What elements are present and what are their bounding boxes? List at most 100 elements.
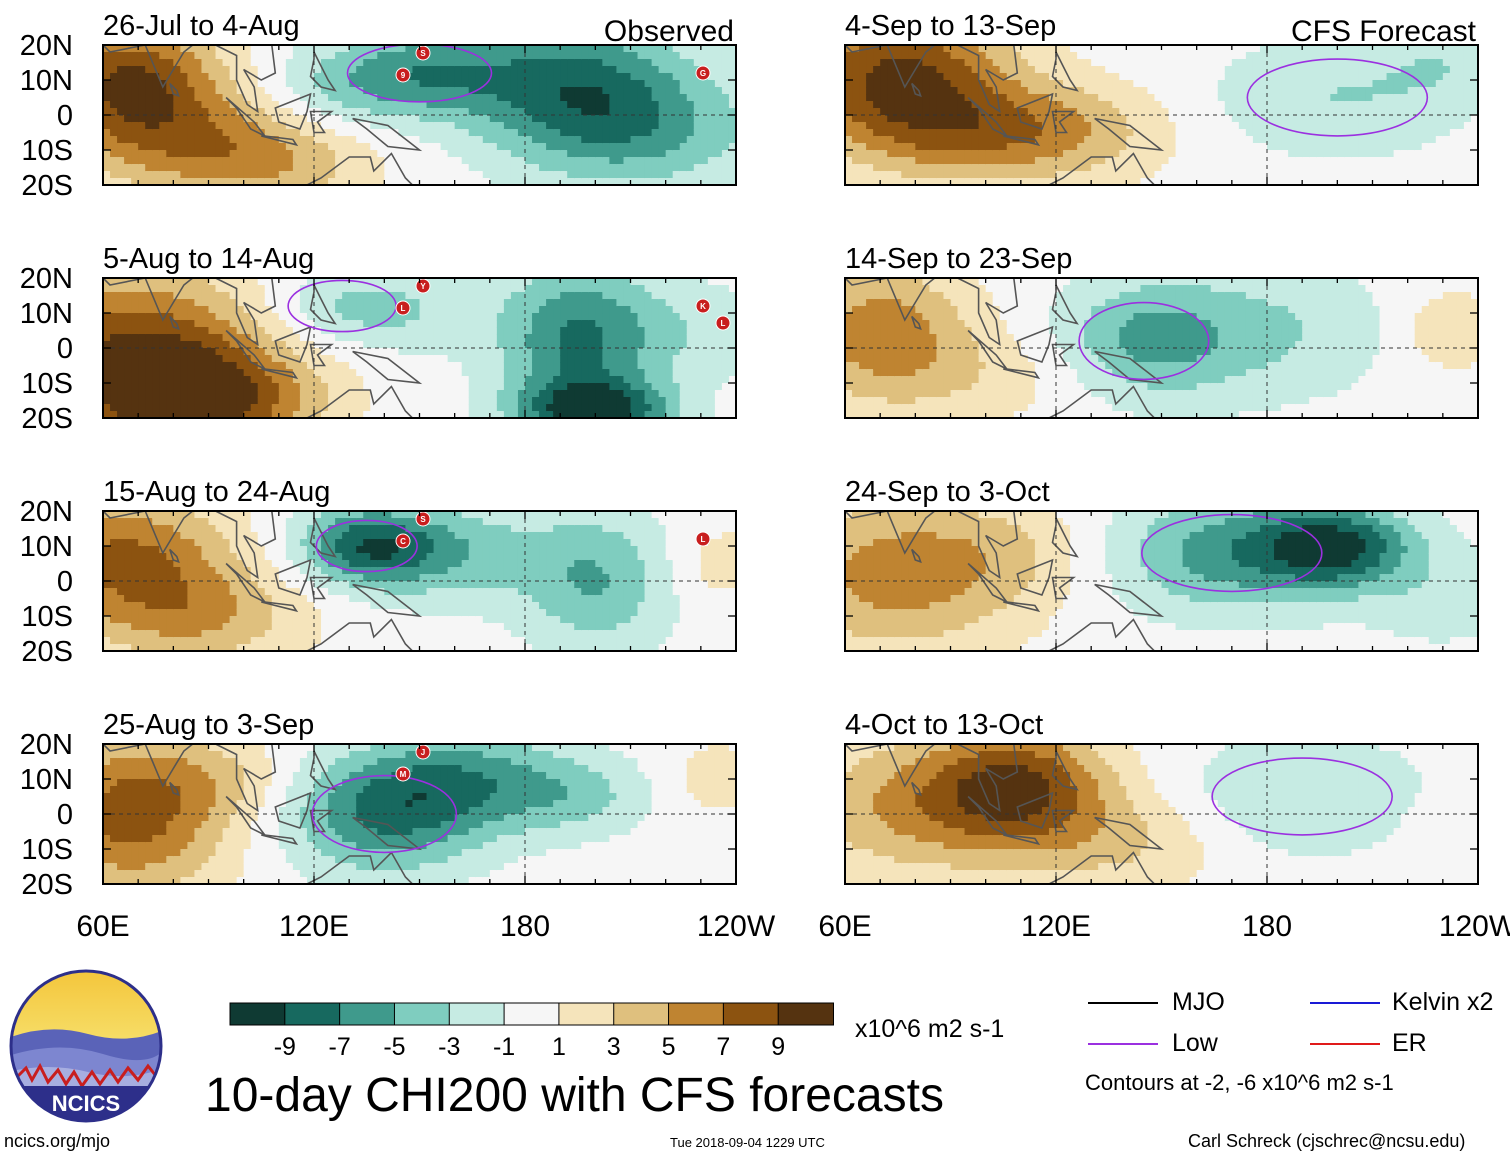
field-cell	[553, 164, 561, 172]
field-cell	[243, 87, 252, 95]
field-cell	[700, 334, 709, 342]
field-cell	[173, 532, 181, 540]
field-cell	[278, 348, 287, 356]
field-cell	[496, 602, 505, 610]
field-cell	[377, 299, 385, 307]
field-cell	[426, 129, 435, 137]
field-cell	[623, 59, 632, 67]
field-cell	[306, 129, 315, 137]
field-cell	[525, 539, 533, 547]
field-cell	[152, 320, 160, 328]
field-cell	[454, 59, 463, 67]
field-cell	[532, 66, 540, 74]
field-cell	[419, 299, 428, 307]
field-cell	[447, 369, 456, 377]
field-cell	[152, 581, 160, 589]
field-cell	[363, 644, 371, 651]
field-cell	[328, 595, 336, 603]
field-cell	[314, 511, 322, 519]
field-cell	[208, 644, 217, 651]
field-cell	[440, 560, 449, 568]
field-cell	[496, 404, 505, 412]
field-cell	[454, 532, 463, 540]
field-cell	[447, 73, 456, 81]
field-cell	[447, 87, 456, 95]
field-cell	[658, 299, 667, 307]
field-cell	[236, 341, 245, 349]
field-cell	[496, 539, 505, 547]
field-cell	[124, 602, 132, 610]
field-cell	[124, 348, 132, 356]
field-cell	[131, 80, 139, 88]
field-cell	[546, 306, 554, 314]
field-cell	[574, 122, 582, 130]
field-cell	[285, 581, 294, 589]
field-cell	[553, 320, 561, 328]
field-cell	[398, 355, 407, 363]
field-cell	[215, 637, 224, 645]
field-cell	[138, 546, 146, 554]
field-cell	[721, 80, 730, 88]
field-cell	[398, 383, 407, 391]
field-cell	[138, 623, 146, 631]
coastline	[274, 325, 312, 363]
field-cell	[363, 327, 371, 335]
field-cell	[567, 164, 575, 172]
field-cell	[243, 285, 252, 293]
field-cell	[630, 313, 639, 321]
field-cell	[532, 525, 540, 533]
field-cell	[110, 404, 118, 412]
field-cell	[131, 320, 139, 328]
field-cell	[426, 320, 435, 328]
field-cell	[103, 80, 111, 88]
field-cell	[222, 122, 231, 130]
field-cell	[503, 397, 512, 405]
field-cell	[567, 129, 575, 137]
field-cell	[517, 525, 526, 533]
field-cell	[461, 178, 470, 185]
field-cell	[440, 327, 449, 335]
field-cell	[215, 94, 224, 102]
field-cell	[321, 602, 329, 610]
field-cell	[517, 532, 526, 540]
field-cell	[124, 122, 132, 130]
field-cell	[546, 157, 554, 165]
field-cell	[314, 334, 322, 342]
field-cell	[278, 122, 287, 130]
field-cell	[328, 122, 336, 130]
field-cell	[335, 546, 343, 554]
field-cell	[208, 355, 217, 363]
field-cell	[609, 397, 618, 405]
field-cell	[377, 539, 385, 547]
field-cell	[166, 115, 174, 123]
field-cell	[503, 637, 512, 645]
field-cell	[623, 383, 632, 391]
field-cell	[721, 52, 730, 60]
field-cell	[440, 129, 449, 137]
field-cell	[475, 278, 484, 286]
field-cell	[306, 355, 315, 363]
field-cell	[468, 546, 477, 554]
field-cell	[201, 539, 210, 547]
storm-marker-circle	[695, 298, 711, 314]
field-cell	[222, 136, 231, 144]
field-cell	[208, 334, 217, 342]
field-cell	[138, 630, 146, 638]
field-cell	[342, 411, 350, 418]
field-cell	[138, 94, 146, 102]
field-cell	[468, 553, 477, 561]
field-cell	[482, 630, 491, 638]
field-cell	[517, 306, 526, 314]
field-cell	[475, 94, 484, 102]
field-cell	[433, 369, 442, 377]
field-cell	[412, 101, 421, 109]
field-cell	[159, 143, 167, 151]
field-cell	[264, 623, 273, 631]
field-cell	[475, 87, 484, 95]
field-cell	[349, 397, 357, 405]
field-cell	[440, 539, 449, 547]
field-cell	[574, 306, 582, 314]
field-cell	[342, 129, 350, 137]
field-cell	[384, 616, 392, 624]
field-cell	[222, 362, 231, 370]
